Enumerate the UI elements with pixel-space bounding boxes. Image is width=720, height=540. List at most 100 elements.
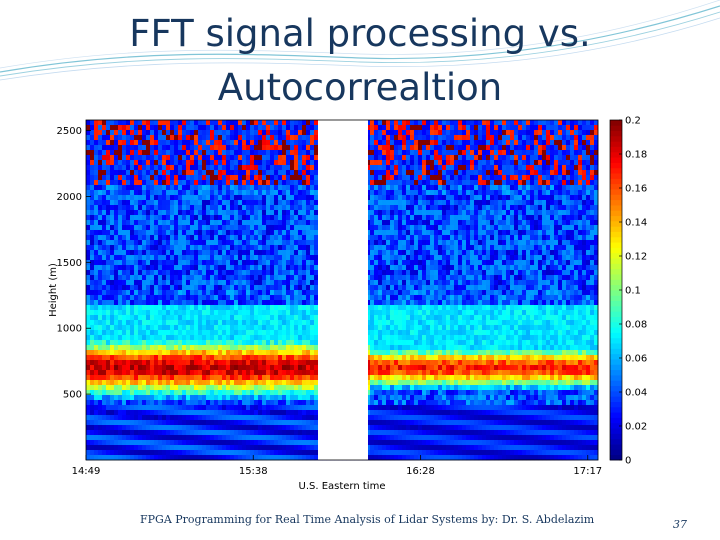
heatmap-cell	[290, 355, 295, 361]
heatmap-cell	[302, 290, 307, 296]
heatmap-cell	[226, 200, 231, 206]
heatmap-cell	[154, 375, 159, 381]
heatmap-cell	[190, 320, 195, 326]
heatmap-cell	[182, 300, 187, 306]
heatmap-cell	[266, 235, 271, 241]
heatmap-cell	[230, 340, 235, 346]
heatmap-cell	[94, 230, 99, 236]
heatmap-cell	[90, 180, 95, 186]
heatmap-cell	[210, 120, 215, 126]
heatmap-cell	[162, 410, 167, 416]
heatmap-cell	[134, 220, 139, 226]
heatmap-cell	[298, 350, 303, 356]
heatmap-cell	[126, 210, 131, 216]
heatmap-cell	[142, 145, 147, 151]
heatmap-cell	[162, 285, 167, 291]
heatmap-cell	[206, 290, 211, 296]
heatmap-cell	[134, 170, 139, 176]
heatmap-cell	[142, 275, 147, 281]
heatmap-cell	[222, 200, 227, 206]
heatmap-cell	[234, 395, 239, 401]
heatmap-cell	[102, 370, 107, 376]
heatmap-cell	[86, 165, 91, 171]
heatmap-cell	[146, 145, 151, 151]
heatmap-cell	[366, 250, 371, 256]
heatmap-cell	[270, 235, 275, 241]
heatmap-cell	[222, 355, 227, 361]
heatmap-cell	[266, 125, 271, 131]
heatmap-cell	[86, 285, 91, 291]
heatmap-cell	[162, 450, 167, 456]
heatmap-cell	[230, 165, 235, 171]
heatmap-cell	[110, 360, 115, 366]
heatmap-cell	[374, 260, 379, 266]
heatmap-cell	[302, 180, 307, 186]
heatmap-cell	[274, 165, 279, 171]
heatmap-cell	[218, 265, 223, 271]
heatmap-cell	[94, 250, 99, 256]
heatmap-cell	[94, 265, 99, 271]
heatmap-cell	[122, 250, 127, 256]
heatmap-cell	[90, 370, 95, 376]
heatmap-cell	[366, 240, 371, 246]
heatmap-cell	[310, 300, 315, 306]
heatmap-cell	[182, 440, 187, 446]
heatmap-cell	[94, 240, 99, 246]
heatmap-cell	[146, 290, 151, 296]
heatmap-cell	[190, 270, 195, 276]
heatmap-cell	[174, 270, 179, 276]
heatmap-cell	[86, 310, 91, 316]
heatmap-cell	[106, 130, 111, 136]
heatmap-cell	[254, 170, 259, 176]
heatmap-cell	[242, 295, 247, 301]
heatmap-cell	[158, 435, 163, 441]
heatmap-cell	[254, 340, 259, 346]
heatmap-cell	[114, 185, 119, 191]
heatmap-cell	[86, 125, 91, 131]
heatmap-cell	[210, 405, 215, 411]
heatmap-cell	[222, 260, 227, 266]
heatmap-cell	[286, 205, 291, 211]
heatmap-cell	[290, 205, 295, 211]
heatmap-cell	[238, 345, 243, 351]
heatmap-cell	[302, 455, 307, 461]
heatmap-cell	[222, 220, 227, 226]
heatmap-cell	[170, 250, 175, 256]
heatmap-cell	[90, 165, 95, 171]
heatmap-cell	[166, 235, 171, 241]
heatmap-cell	[258, 175, 263, 181]
heatmap-cell	[118, 435, 123, 441]
heatmap-cell	[258, 300, 263, 306]
heatmap-cell	[298, 210, 303, 216]
heatmap-cell	[294, 225, 299, 231]
heatmap-cell	[234, 150, 239, 156]
heatmap-cell	[138, 270, 143, 276]
heatmap-cell	[258, 310, 263, 316]
heatmap-cell	[202, 160, 207, 166]
heatmap-cell	[378, 125, 383, 131]
heatmap-cell	[194, 425, 199, 431]
heatmap-cell	[214, 445, 219, 451]
heatmap-cell	[234, 390, 239, 396]
heatmap-cell	[274, 125, 279, 131]
heatmap-cell	[262, 225, 267, 231]
heatmap-cell	[150, 300, 155, 306]
heatmap-cell	[310, 150, 315, 156]
heatmap-cell	[222, 215, 227, 221]
heatmap-cell	[98, 350, 103, 356]
heatmap-cell	[314, 125, 319, 131]
heatmap-cell	[254, 400, 259, 406]
heatmap-cell	[146, 405, 151, 411]
heatmap-cell	[154, 445, 159, 451]
heatmap-cell	[154, 175, 159, 181]
heatmap-cell	[290, 225, 295, 231]
heatmap-cell	[182, 190, 187, 196]
heatmap-cell	[198, 345, 203, 351]
heatmap-cell	[146, 175, 151, 181]
heatmap-cell	[374, 440, 379, 446]
heatmap-cell	[222, 155, 227, 161]
heatmap-cell	[242, 305, 247, 311]
heatmap-cell	[246, 300, 251, 306]
heatmap-cell	[126, 285, 131, 291]
